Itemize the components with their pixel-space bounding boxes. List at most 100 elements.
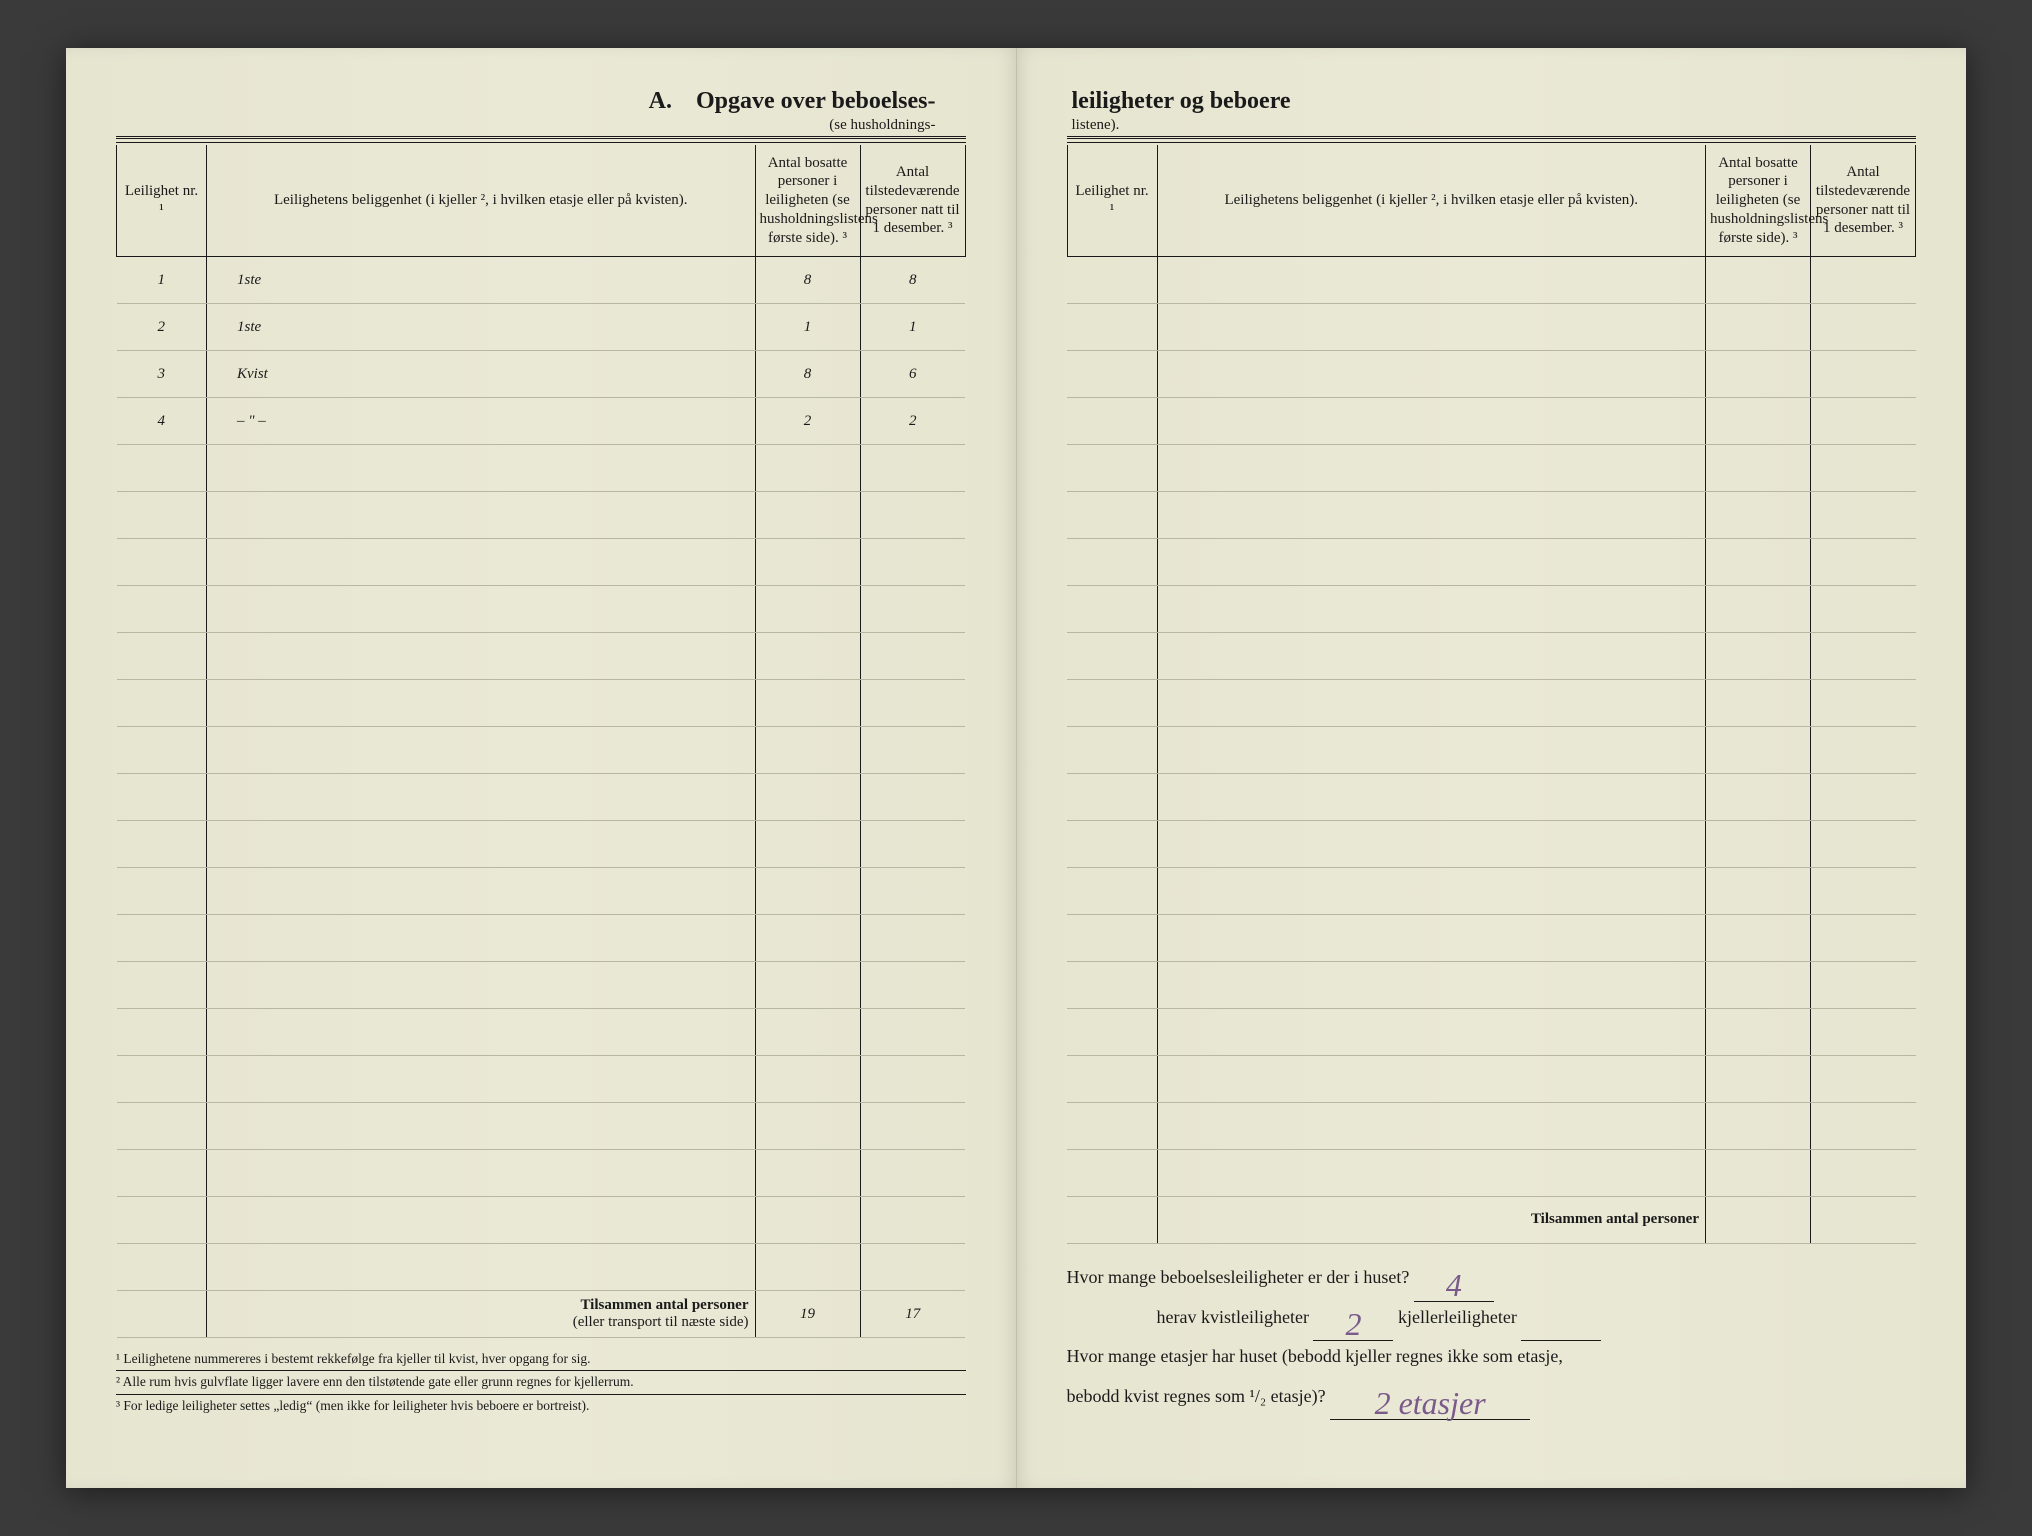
left-title: A. Opgave over beboelses- [116,88,966,115]
cell-nr: 1 [117,257,207,304]
cell-loc [1157,351,1706,398]
hdr-loc: Leilighetens beliggenhet (i kjeller ², i… [1157,145,1706,257]
cell-nr [1067,304,1157,351]
cell-nr [1067,868,1157,915]
cell-a [1706,633,1811,680]
cell-loc [1157,586,1706,633]
cell-b [1811,1009,1916,1056]
cell-b [860,1150,965,1197]
right-title: leiligheter og beboere [1067,88,1917,115]
left-total-b: 17 [860,1291,965,1338]
cell-b [860,962,965,1009]
table-row [1067,445,1916,492]
cell-b [1811,1103,1916,1150]
cell-b [1811,868,1916,915]
cell-loc [207,633,756,680]
cell-nr [1067,821,1157,868]
table-row [117,1197,966,1244]
q2-answer-kvist: 2 [1313,1308,1393,1341]
cell-a [1706,821,1811,868]
table-row [1067,915,1916,962]
cell-nr [117,821,207,868]
cell-nr [1067,539,1157,586]
cell-a [1706,398,1811,445]
table-row [1067,1103,1916,1150]
cell-nr [117,1197,207,1244]
q3-text: bebodd kvist regnes som ¹/₂ etasje)? [1067,1386,1326,1406]
cell-b: 6 [860,351,965,398]
cell-b [1811,539,1916,586]
table-row [117,915,966,962]
hdr-a: Antal bosatte personer i leiligheten (se… [755,145,860,257]
table-row [117,1103,966,1150]
table-row [117,821,966,868]
cell-nr [1067,680,1157,727]
table-row [1067,1150,1916,1197]
cell-b [860,539,965,586]
cell-b [860,1197,965,1244]
cell-loc [1157,774,1706,821]
cell-a: 2 [755,398,860,445]
cell-a [1706,680,1811,727]
cell-loc [207,445,756,492]
cell-nr [1067,962,1157,1009]
right-table: Leilighet nr. ¹ Leilighetens beliggenhet… [1067,145,1917,1244]
cell-a [1706,257,1811,304]
cell-a [755,821,860,868]
cell-nr [117,445,207,492]
cell-b [1811,727,1916,774]
table-row [1067,492,1916,539]
cell-nr: 3 [117,351,207,398]
cell-b [860,1056,965,1103]
cell-a [1706,1009,1811,1056]
cell-a [755,1009,860,1056]
cell-b [1811,633,1916,680]
cell-b [860,492,965,539]
cell-a [755,445,860,492]
cell-b [860,1103,965,1150]
table-row: 4– " –22 [117,398,966,445]
cell-a [755,492,860,539]
document-spread: A. Opgave over beboelses- (se husholdnin… [66,48,1966,1488]
cell-b [1811,821,1916,868]
table-row [1067,680,1916,727]
table-row [117,1150,966,1197]
cell-nr [117,539,207,586]
cell-nr [117,492,207,539]
table-row: 11ste88 [117,257,966,304]
cell-loc [207,586,756,633]
q2-text: herav kvistleiligheter [1157,1307,1309,1327]
cell-b [1811,1056,1916,1103]
cell-nr [117,868,207,915]
q2-mid: kjellerleiligheter [1398,1307,1517,1327]
cell-a [1706,868,1811,915]
cell-a [755,633,860,680]
right-page: leiligheter og beboere listene). Leiligh… [1017,48,1967,1488]
cell-a [755,774,860,821]
cell-loc [1157,868,1706,915]
cell-loc [1157,680,1706,727]
cell-b [860,1244,965,1291]
cell-loc [207,774,756,821]
cell-nr [117,1244,207,1291]
cell-a [755,962,860,1009]
cell-nr [1067,774,1157,821]
cell-a [1706,539,1811,586]
left-subtitle: (se husholdnings- [116,117,966,139]
cell-loc [1157,1056,1706,1103]
cell-loc [1157,633,1706,680]
q2-answer-kjeller [1521,1340,1601,1341]
cell-nr [117,915,207,962]
cell-loc [1157,727,1706,774]
cell-loc [1157,821,1706,868]
right-total-b [1811,1197,1916,1244]
cell-b [860,1009,965,1056]
cell-nr [1067,1103,1157,1150]
cell-b: 1 [860,304,965,351]
table-row [117,868,966,915]
cell-b [860,586,965,633]
cell-nr [117,727,207,774]
cell-b [1811,351,1916,398]
cell-loc [1157,1150,1706,1197]
hdr-nr: Leilighet nr. ¹ [117,145,207,257]
